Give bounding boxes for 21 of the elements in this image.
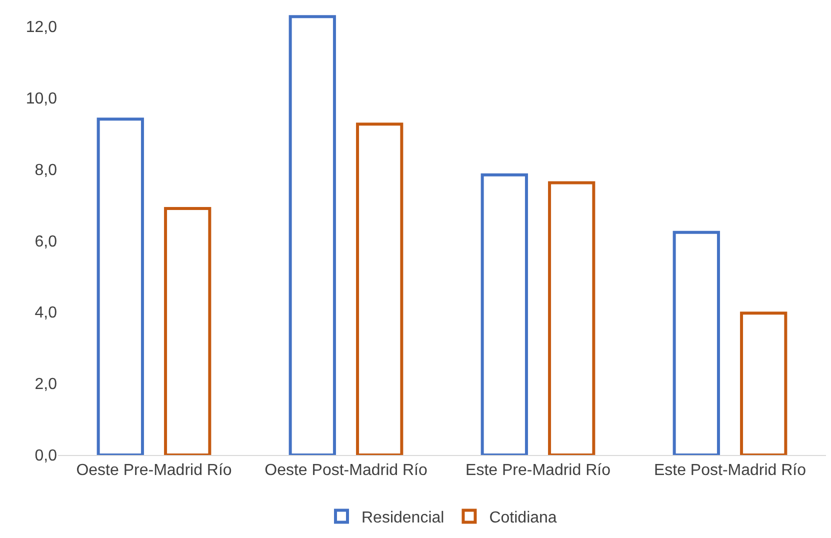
bar xyxy=(740,312,788,455)
bar xyxy=(356,122,404,455)
y-tick-label: 6,0 xyxy=(34,233,58,250)
y-tick-label: 2,0 xyxy=(34,376,58,394)
y-tick-label: 0,0 xyxy=(34,448,58,465)
legend-label: Cotidiana xyxy=(489,509,557,526)
bar xyxy=(480,173,528,455)
legend-label: Residencial xyxy=(362,509,444,526)
bar xyxy=(672,230,720,455)
y-tick-label: 10,0 xyxy=(26,90,58,108)
x-tick-label: Oeste Pre-Madrid Río xyxy=(76,462,232,480)
bar xyxy=(548,181,596,455)
x-tick-label: Oeste Post-Madrid Río xyxy=(264,462,428,480)
bar xyxy=(164,206,212,455)
x-tick-label: Este Post-Madrid Río xyxy=(654,462,806,480)
y-tick-label: 8,0 xyxy=(34,162,58,179)
x-tick-label: Este Pre-Madrid Río xyxy=(466,462,611,480)
y-tick-label: 12,0 xyxy=(26,18,58,36)
bar xyxy=(288,15,336,455)
bar xyxy=(96,118,144,455)
y-tick-label: 4,0 xyxy=(34,304,58,322)
